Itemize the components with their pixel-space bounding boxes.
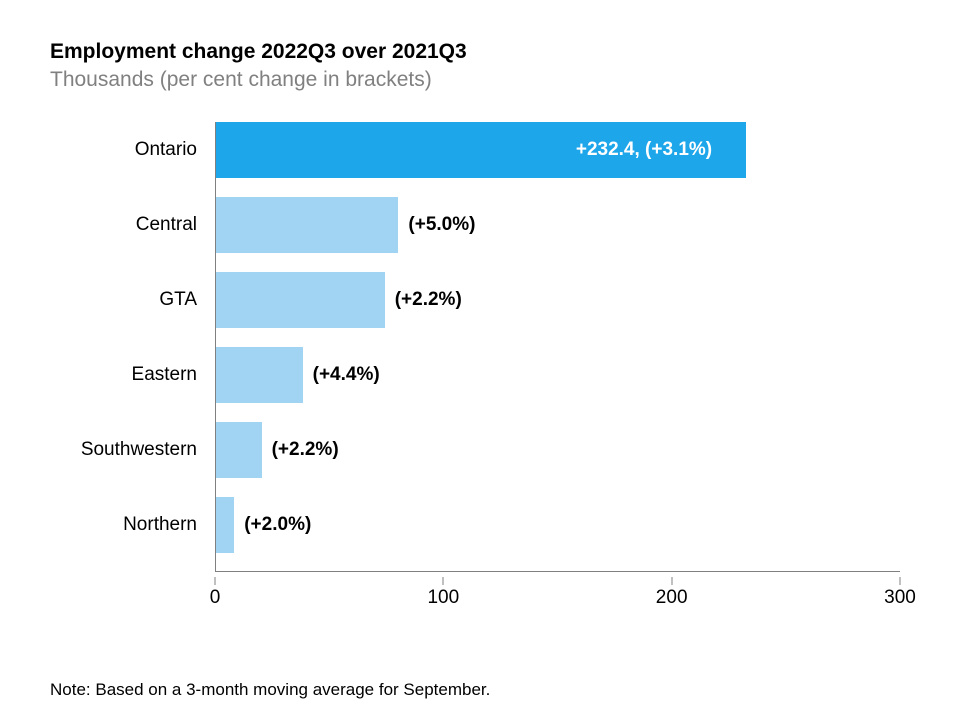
x-label: 200	[656, 587, 688, 609]
bar-row: +232.4, (+3.1%)	[216, 122, 900, 178]
bar-value-label: (+2.2%)	[272, 439, 339, 461]
bar	[216, 422, 262, 478]
bar-value-label: (+4.4%)	[313, 364, 380, 386]
bar-row: (+5.0%)	[216, 197, 900, 253]
chart-container: Employment change 2022Q3 over 2021Q3 Tho…	[0, 0, 960, 720]
chart-note: Note: Based on a 3-month moving average …	[50, 680, 490, 700]
bar	[216, 347, 303, 403]
chart-subtitle: Thousands (per cent change in brackets)	[50, 68, 910, 92]
bar-value-label: (+2.0%)	[244, 514, 311, 536]
bar-value-label: +232.4, (+3.1%)	[576, 139, 712, 161]
x-tick	[900, 577, 901, 585]
bar-value-label: (+2.2%)	[395, 289, 462, 311]
x-label: 100	[427, 587, 459, 609]
x-tick	[443, 577, 444, 585]
y-label: Ontario	[60, 122, 205, 178]
y-axis-labels: Ontario Central GTA Eastern Southwestern Nort…	[60, 122, 205, 572]
bar-value-label: (+5.0%)	[408, 214, 475, 236]
y-label: Central	[60, 197, 205, 253]
bar	[216, 197, 398, 253]
bar	[216, 497, 234, 553]
x-axis-labels: 0100200300	[215, 577, 900, 617]
bar-row: (+4.4%)	[216, 347, 900, 403]
plot-area: +232.4, (+3.1%) (+5.0%) (+2.2%) (+4.4%) (+2.…	[215, 122, 900, 572]
y-label: Northern	[60, 497, 205, 553]
x-tick	[215, 577, 216, 585]
bar	[216, 272, 385, 328]
y-label: Southwestern	[60, 422, 205, 478]
chart-title: Employment change 2022Q3 over 2021Q3	[50, 40, 910, 64]
chart: Ontario Central GTA Eastern Southwestern Nort…	[60, 122, 910, 622]
bar-row: (+2.0%)	[216, 497, 900, 553]
x-label: 300	[884, 587, 916, 609]
x-label: 0	[210, 587, 221, 609]
y-label: Eastern	[60, 347, 205, 403]
bar-row: (+2.2%)	[216, 422, 900, 478]
x-tick	[671, 577, 672, 585]
y-label: GTA	[60, 272, 205, 328]
bar-row: (+2.2%)	[216, 272, 900, 328]
